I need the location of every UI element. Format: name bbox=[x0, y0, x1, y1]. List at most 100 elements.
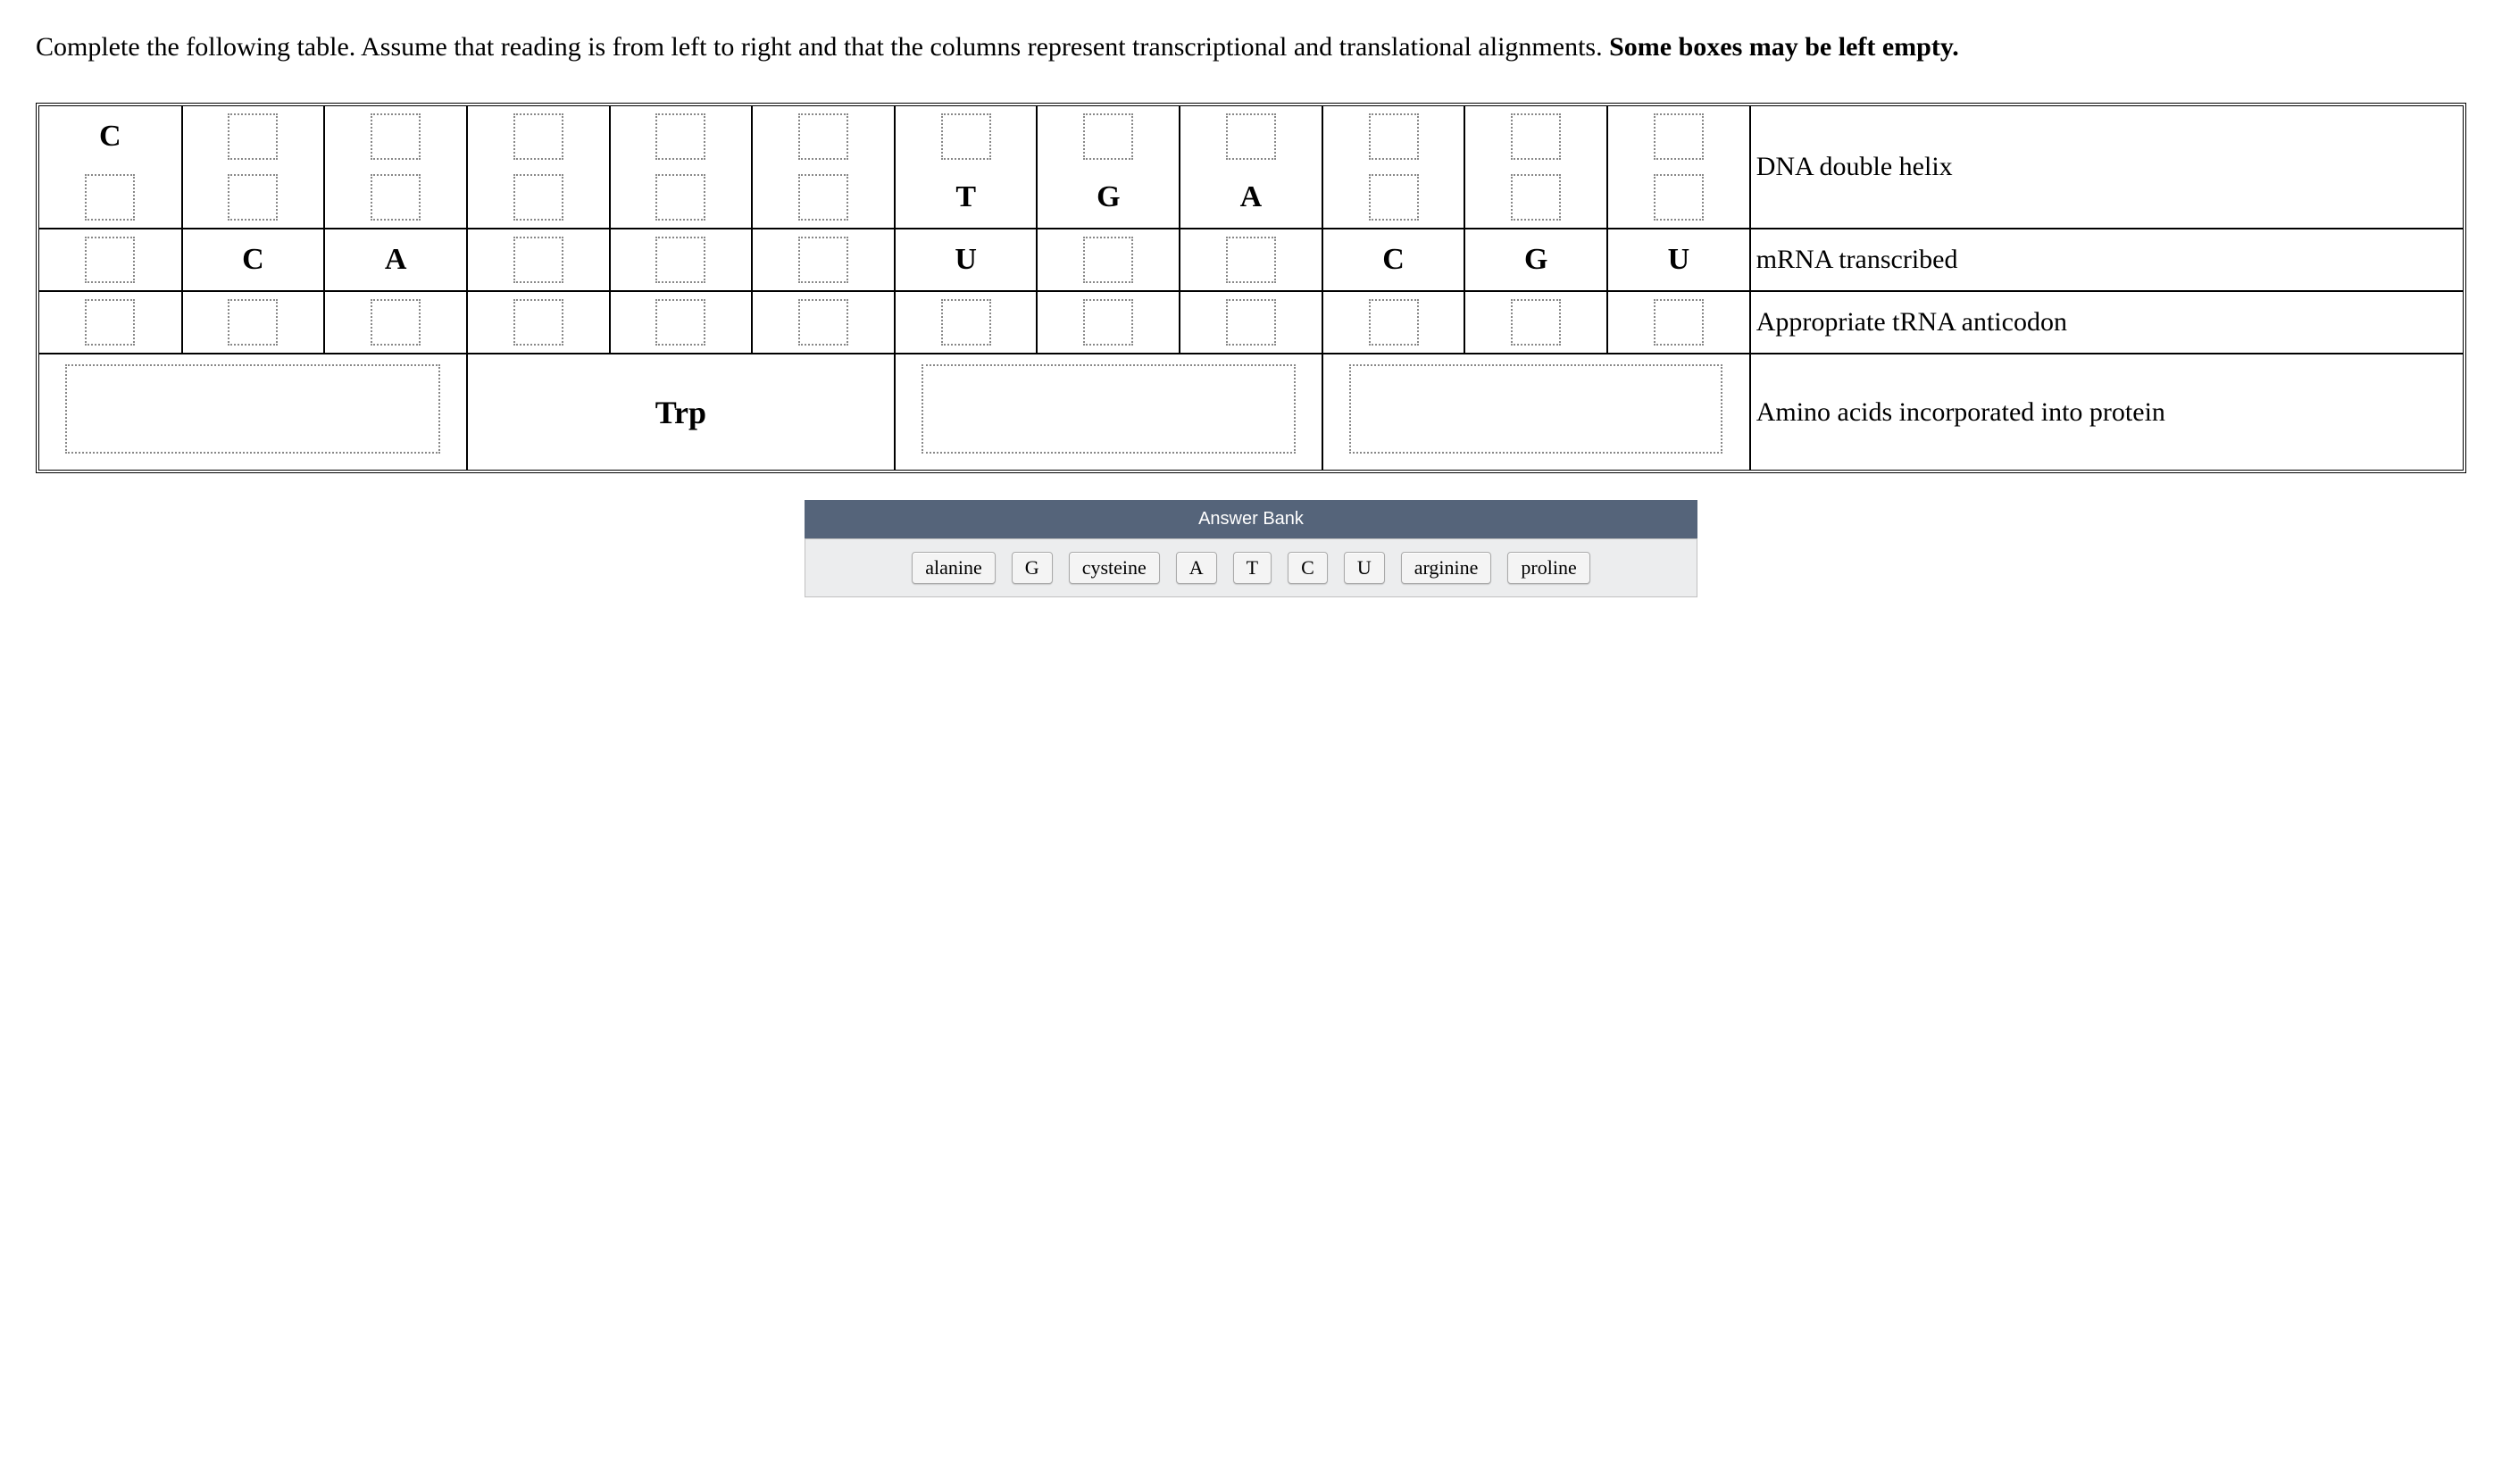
mrna-fixed-9: C bbox=[1369, 237, 1419, 283]
dna1-drop-5[interactable] bbox=[798, 113, 848, 160]
trna-drop-8[interactable] bbox=[1226, 299, 1276, 346]
dna2-cell-9[interactable] bbox=[1322, 167, 1465, 229]
dna1-cell-7[interactable] bbox=[1037, 106, 1180, 167]
mrna-drop-7[interactable] bbox=[1083, 237, 1133, 283]
dna1-drop-10[interactable] bbox=[1511, 113, 1561, 160]
trna-cell-5[interactable] bbox=[752, 291, 895, 354]
dna2-cell-4[interactable] bbox=[610, 167, 753, 229]
dna2-drop-1[interactable] bbox=[228, 174, 278, 221]
bank-item-arginine[interactable]: arginine bbox=[1401, 552, 1492, 584]
mrna-drop-8[interactable] bbox=[1226, 237, 1276, 283]
aa-cell-0[interactable] bbox=[39, 354, 467, 470]
dna2-cell-3[interactable] bbox=[467, 167, 610, 229]
mrna-drop-4[interactable] bbox=[655, 237, 705, 283]
dna1-drop-6[interactable] bbox=[941, 113, 991, 160]
dna1-drop-8[interactable] bbox=[1226, 113, 1276, 160]
dna1-drop-3[interactable] bbox=[513, 113, 563, 160]
mrna-drop-0[interactable] bbox=[85, 237, 135, 283]
bank-item-cysteine[interactable]: cysteine bbox=[1069, 552, 1160, 584]
dna2-drop-0[interactable] bbox=[85, 174, 135, 221]
dna1-cell-4[interactable] bbox=[610, 106, 753, 167]
dna1-cell-2[interactable] bbox=[324, 106, 467, 167]
row-mrna: C A U C G U mRNA transcribed bbox=[39, 229, 2463, 291]
trna-cell-6[interactable] bbox=[895, 291, 1038, 354]
trna-cell-11[interactable] bbox=[1607, 291, 1750, 354]
trna-drop-1[interactable] bbox=[228, 299, 278, 346]
dna1-cell-11[interactable] bbox=[1607, 106, 1750, 167]
dna2-drop-9[interactable] bbox=[1369, 174, 1419, 221]
dna2-drop-10[interactable] bbox=[1511, 174, 1561, 221]
trna-drop-7[interactable] bbox=[1083, 299, 1133, 346]
dna2-drop-11[interactable] bbox=[1654, 174, 1704, 221]
dna1-cell-5[interactable] bbox=[752, 106, 895, 167]
dna2-drop-4[interactable] bbox=[655, 174, 705, 221]
mrna-drop-3[interactable] bbox=[513, 237, 563, 283]
dna1-drop-7[interactable] bbox=[1083, 113, 1133, 160]
dna1-cell-3[interactable] bbox=[467, 106, 610, 167]
trna-cell-0[interactable] bbox=[39, 291, 182, 354]
bank-item-c[interactable]: C bbox=[1288, 552, 1328, 584]
dna1-cell-6[interactable] bbox=[895, 106, 1038, 167]
trna-drop-10[interactable] bbox=[1511, 299, 1561, 346]
trna-drop-5[interactable] bbox=[798, 299, 848, 346]
mrna-drop-5[interactable] bbox=[798, 237, 848, 283]
trna-cell-2[interactable] bbox=[324, 291, 467, 354]
answer-bank-body: alanine G cysteine A T C U arginine prol… bbox=[805, 538, 1697, 597]
aa-drop-2[interactable] bbox=[922, 364, 1295, 454]
dna2-drop-2[interactable] bbox=[371, 174, 421, 221]
dna1-cell-1[interactable] bbox=[182, 106, 325, 167]
trna-cell-7[interactable] bbox=[1037, 291, 1180, 354]
aa-drop-3[interactable] bbox=[1349, 364, 1722, 454]
trna-drop-9[interactable] bbox=[1369, 299, 1419, 346]
trna-cell-9[interactable] bbox=[1322, 291, 1465, 354]
dna2-cell-8: A bbox=[1180, 167, 1322, 229]
dna1-cell-10[interactable] bbox=[1464, 106, 1607, 167]
mrna-cell-3[interactable] bbox=[467, 229, 610, 291]
trna-drop-6[interactable] bbox=[941, 299, 991, 346]
trna-drop-2[interactable] bbox=[371, 299, 421, 346]
trna-drop-0[interactable] bbox=[85, 299, 135, 346]
dna2-cell-10[interactable] bbox=[1464, 167, 1607, 229]
mrna-cell-8[interactable] bbox=[1180, 229, 1322, 291]
bank-item-t[interactable]: T bbox=[1233, 552, 1272, 584]
instruction-text: Complete the following table. Assume tha… bbox=[36, 27, 2466, 67]
dna1-drop-9[interactable] bbox=[1369, 113, 1419, 160]
dna1-drop-4[interactable] bbox=[655, 113, 705, 160]
dna2-drop-3[interactable] bbox=[513, 174, 563, 221]
dna1-drop-11[interactable] bbox=[1654, 113, 1704, 160]
dna1-drop-1[interactable] bbox=[228, 113, 278, 160]
mrna-cell-4[interactable] bbox=[610, 229, 753, 291]
dna2-cell-0[interactable] bbox=[39, 167, 182, 229]
dna2-cell-2[interactable] bbox=[324, 167, 467, 229]
answer-bank: Answer Bank alanine G cysteine A T C U a… bbox=[805, 500, 1697, 597]
trna-cell-3[interactable] bbox=[467, 291, 610, 354]
mrna-cell-0[interactable] bbox=[39, 229, 182, 291]
dna2-cell-5[interactable] bbox=[752, 167, 895, 229]
dna2-drop-5[interactable] bbox=[798, 174, 848, 221]
bank-item-g[interactable]: G bbox=[1012, 552, 1053, 584]
mrna-cell-7[interactable] bbox=[1037, 229, 1180, 291]
bank-item-proline[interactable]: proline bbox=[1507, 552, 1589, 584]
trna-cell-8[interactable] bbox=[1180, 291, 1322, 354]
trna-cell-10[interactable] bbox=[1464, 291, 1607, 354]
trna-cell-1[interactable] bbox=[182, 291, 325, 354]
mrna-fixed-11: U bbox=[1654, 237, 1704, 283]
dna1-cell-9[interactable] bbox=[1322, 106, 1465, 167]
mrna-cell-5[interactable] bbox=[752, 229, 895, 291]
bank-item-u[interactable]: U bbox=[1344, 552, 1385, 584]
dna1-cell-8[interactable] bbox=[1180, 106, 1322, 167]
aa-drop-0[interactable] bbox=[65, 364, 439, 454]
trna-drop-3[interactable] bbox=[513, 299, 563, 346]
trna-cell-4[interactable] bbox=[610, 291, 753, 354]
dna2-cell-11[interactable] bbox=[1607, 167, 1750, 229]
trna-drop-4[interactable] bbox=[655, 299, 705, 346]
aa-cell-2[interactable] bbox=[895, 354, 1322, 470]
dna1-cell-0: C bbox=[39, 106, 182, 167]
dna1-drop-2[interactable] bbox=[371, 113, 421, 160]
bank-item-alanine[interactable]: alanine bbox=[912, 552, 996, 584]
trna-drop-11[interactable] bbox=[1654, 299, 1704, 346]
aa-cell-3[interactable] bbox=[1322, 354, 1750, 470]
dna2-cell-1[interactable] bbox=[182, 167, 325, 229]
bank-item-a[interactable]: A bbox=[1176, 552, 1217, 584]
aa-row-label: Amino acids incorporated into protein bbox=[1750, 354, 2463, 470]
